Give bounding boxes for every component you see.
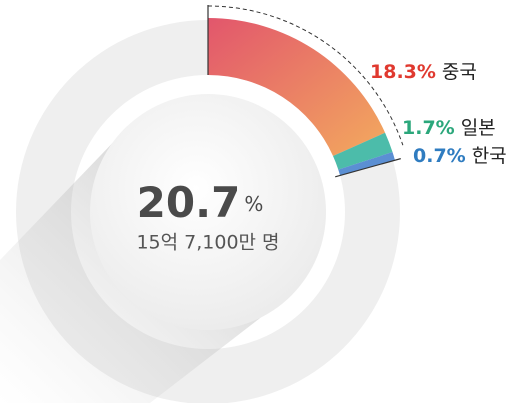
dashed-arc — [207, 5, 404, 146]
segment-label: 1.7% 일본 — [402, 117, 496, 139]
center-disc — [90, 94, 326, 330]
value-label: 18.3% — [370, 61, 436, 83]
subtitle: 15억 7,100만 명 — [136, 232, 279, 254]
segment — [208, 18, 386, 157]
value-label: 0.7% — [413, 145, 466, 167]
total-unit: % — [244, 192, 263, 216]
total-value: 20.7 — [137, 178, 241, 227]
value-label: 1.7% — [402, 117, 455, 139]
category-label: 중국 — [442, 61, 477, 83]
end-line — [335, 158, 401, 178]
segment-label: 18.3% 중국 — [370, 61, 477, 83]
segment — [333, 132, 393, 170]
category-label: 한국 — [472, 145, 507, 167]
segment-label: 0.7% 한국 — [413, 145, 507, 167]
category-label: 일본 — [461, 117, 496, 139]
segment — [338, 152, 395, 176]
total: 20.7% — [137, 178, 264, 227]
